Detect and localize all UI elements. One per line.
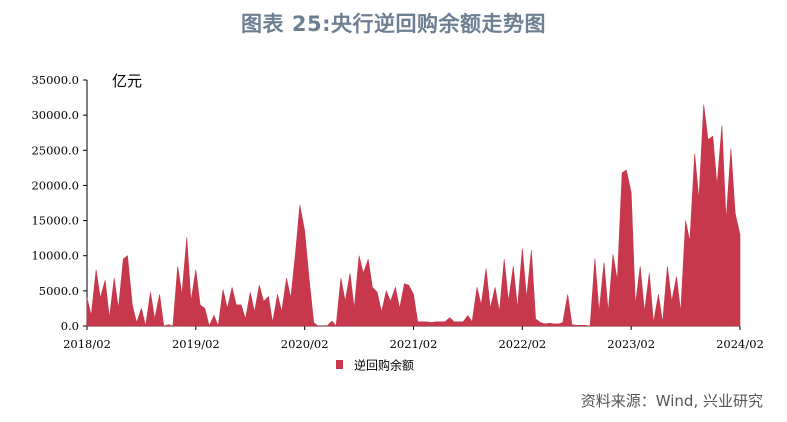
y-tick-label: 0.0 [61, 319, 79, 333]
y-tick-label: 25000.0 [31, 143, 79, 157]
y-tick-label: 5000.0 [39, 284, 79, 298]
y-axis: 35000.0 30000.0 25000.0 20000.0 15000.0 10000… [31, 73, 88, 333]
page-title: 图表 25:央行逆回购余额走势图 [241, 12, 546, 36]
plot-area [86, 104, 741, 328]
x-tick-label: 2020/02 [281, 337, 329, 351]
x-tick-label: 2019/02 [172, 337, 220, 351]
y-tick-label: 10000.0 [31, 249, 79, 263]
x-tick-label: 2018/02 [63, 337, 111, 351]
x-axis: 2018/02 2019/02 2020/02 2021/02 2022/02 2023/… [63, 325, 764, 351]
y-tick-label: 20000.0 [31, 178, 79, 192]
x-tick-label: 2024/02 [716, 337, 764, 351]
source-note: 资料来源：Wind, 兴业研究 [580, 392, 763, 410]
y-tick-label: 35000.0 [31, 73, 79, 87]
x-tick-label: 2021/02 [390, 337, 438, 351]
x-tick-label: 2022/02 [498, 337, 546, 351]
y-axis-unit-label: 亿元 [112, 72, 142, 90]
legend-label: 逆回购余额 [354, 358, 414, 373]
y-tick-label: 30000.0 [31, 108, 79, 122]
x-tick-label: 2023/02 [607, 337, 655, 351]
series-area-reverse-repo [86, 104, 741, 328]
legend-swatch [336, 360, 343, 369]
y-tick-label: 15000.0 [31, 214, 79, 228]
legend: 逆回购余额 [336, 358, 414, 373]
